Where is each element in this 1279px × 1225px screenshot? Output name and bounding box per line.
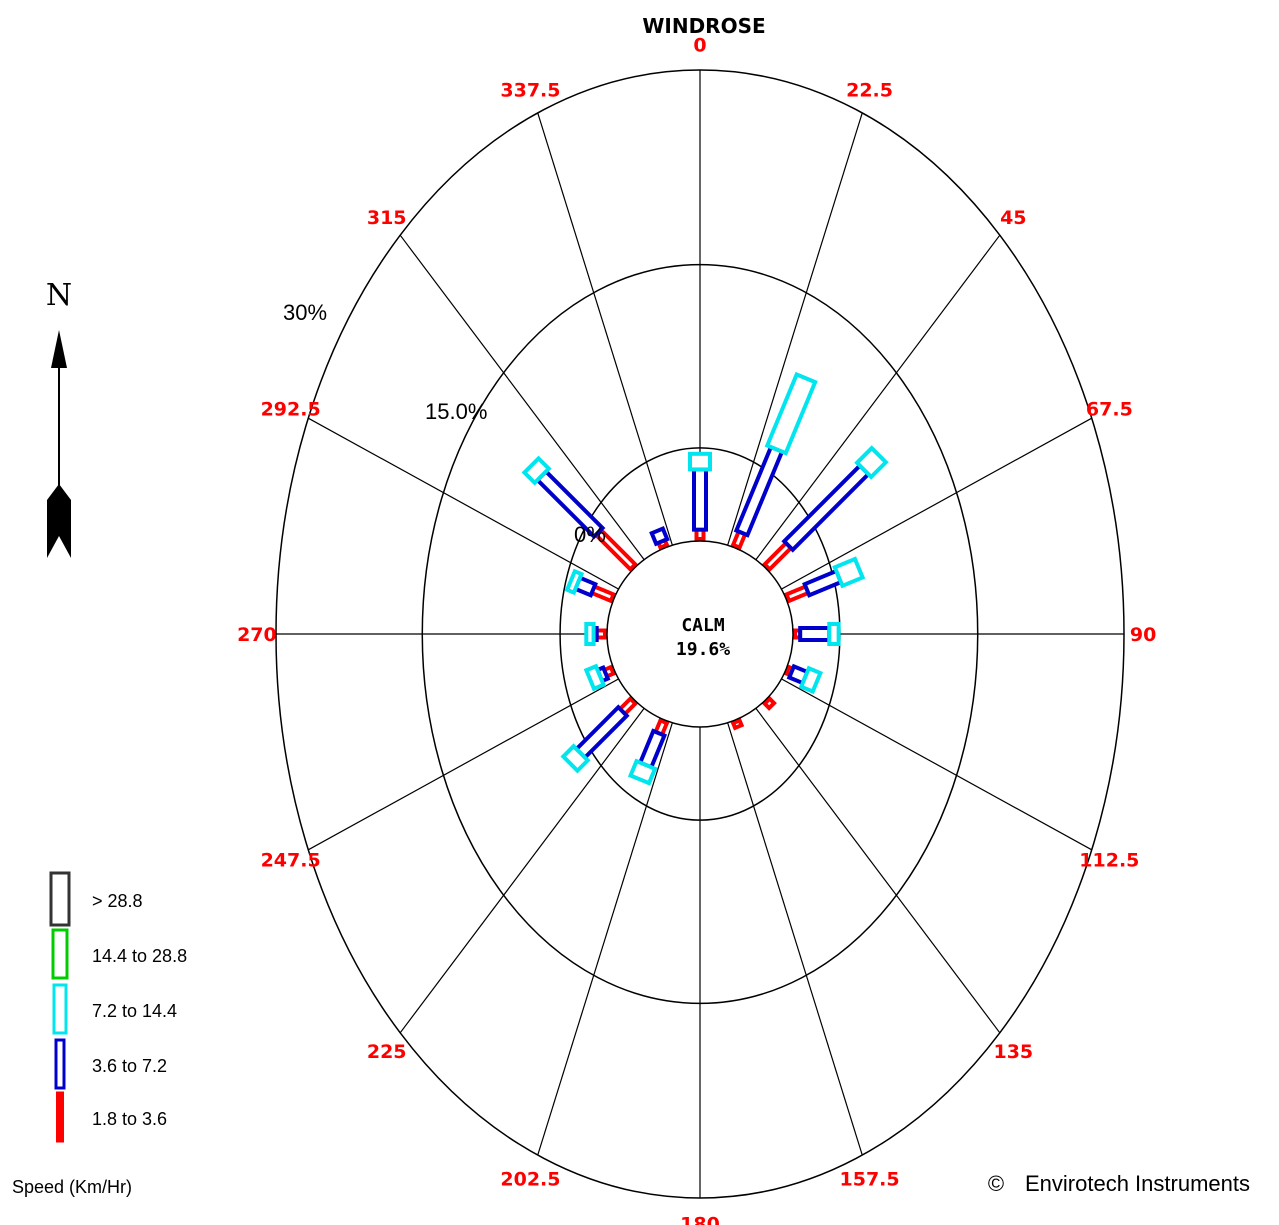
direction-label: 270	[237, 624, 277, 646]
petal-segment	[573, 704, 630, 761]
petal-segment	[560, 743, 591, 774]
direction-labels: 0 22.5 45 67.5 90 112.5 135 157.5 180 202.5 225 247…	[237, 35, 1156, 1225]
ring-label-middle: 15.0%	[425, 399, 487, 424]
speed-legend: > 28.8 14.4 to 28.8 7.2 to 14.4 3.6 to 7.2 1…	[49, 871, 187, 1143]
legend-label: 3.6 to 7.2	[92, 1056, 167, 1076]
direction-label: 292.5	[261, 398, 321, 420]
petal-segment	[802, 568, 844, 598]
legend-swatch	[54, 1038, 66, 1090]
north-arrow-icon: N	[46, 278, 72, 558]
petal-segment	[692, 467, 708, 532]
copyright-icon: ©	[988, 1171, 1004, 1196]
petal-segment	[521, 455, 552, 486]
direction-label: 180	[680, 1213, 720, 1225]
ring-label-inner: 0%	[574, 522, 606, 547]
legend-label: 7.2 to 14.4	[92, 1001, 177, 1021]
legend-label: 1.8 to 3.6	[92, 1109, 167, 1129]
direction-label: 225	[367, 1041, 407, 1063]
direction-label: 90	[1130, 624, 1156, 646]
petal-segment	[564, 568, 585, 596]
petal-segment	[798, 665, 823, 695]
direction-label: 315	[367, 207, 407, 229]
direction-label: 45	[1000, 207, 1026, 229]
legend-caption: Speed (Km/Hr)	[12, 1177, 132, 1197]
petal-segment	[827, 622, 841, 646]
petal	[564, 568, 617, 604]
petal	[560, 695, 639, 774]
legend-swatch	[52, 983, 68, 1035]
petal-segment	[764, 371, 818, 456]
legend-swatch	[49, 871, 71, 927]
calm-label: CALM	[681, 615, 725, 636]
petal-segment	[688, 451, 712, 472]
wind-petals	[521, 371, 889, 786]
petal-segment	[583, 663, 607, 692]
petal-segment	[798, 626, 832, 642]
petal	[792, 622, 841, 646]
legend-label: > 28.8	[92, 891, 143, 911]
petal-segment	[649, 525, 670, 547]
legend-swatch	[56, 1091, 64, 1143]
petal-segment	[781, 462, 872, 553]
legend-label: 14.4 to 28.8	[92, 946, 187, 966]
footer-text: Envirotech Instruments	[1025, 1171, 1250, 1196]
petal	[783, 556, 866, 604]
petal-segment	[584, 622, 596, 646]
direction-label: 157.5	[840, 1169, 900, 1191]
direction-label: 247.5	[261, 850, 321, 872]
north-label: N	[46, 278, 72, 313]
petal-segment	[730, 717, 745, 731]
calm-value: 19.6%	[676, 639, 730, 660]
petal-segment	[854, 445, 889, 480]
legend-swatch	[51, 928, 69, 980]
direction-label: 0	[693, 35, 706, 57]
direction-label: 337.5	[500, 79, 560, 101]
petal	[583, 663, 617, 692]
petal-segment	[761, 540, 794, 573]
petal	[783, 663, 823, 695]
petal-segment	[761, 695, 777, 711]
petal	[761, 695, 777, 711]
petal-segment	[733, 444, 785, 538]
petal	[688, 451, 712, 542]
calm-circle	[606, 540, 794, 728]
ring-label-outer: 30%	[283, 300, 327, 325]
direction-label: 112.5	[1079, 850, 1139, 872]
petal	[627, 717, 670, 786]
direction-label: 22.5	[846, 79, 893, 101]
petal	[730, 717, 745, 731]
petal-segment	[627, 758, 658, 786]
direction-label: 135	[993, 1041, 1033, 1063]
petal	[521, 455, 639, 573]
direction-label: 202.5	[500, 1169, 560, 1191]
petal	[584, 622, 607, 646]
petal	[730, 371, 818, 551]
direction-label: 67.5	[1086, 398, 1133, 420]
chart-title: WINDROSE	[642, 14, 765, 38]
petal-segment	[832, 556, 866, 589]
petal	[761, 445, 889, 573]
petal	[649, 525, 670, 551]
footer-credit: © Envirotech Instruments	[988, 1171, 1250, 1196]
